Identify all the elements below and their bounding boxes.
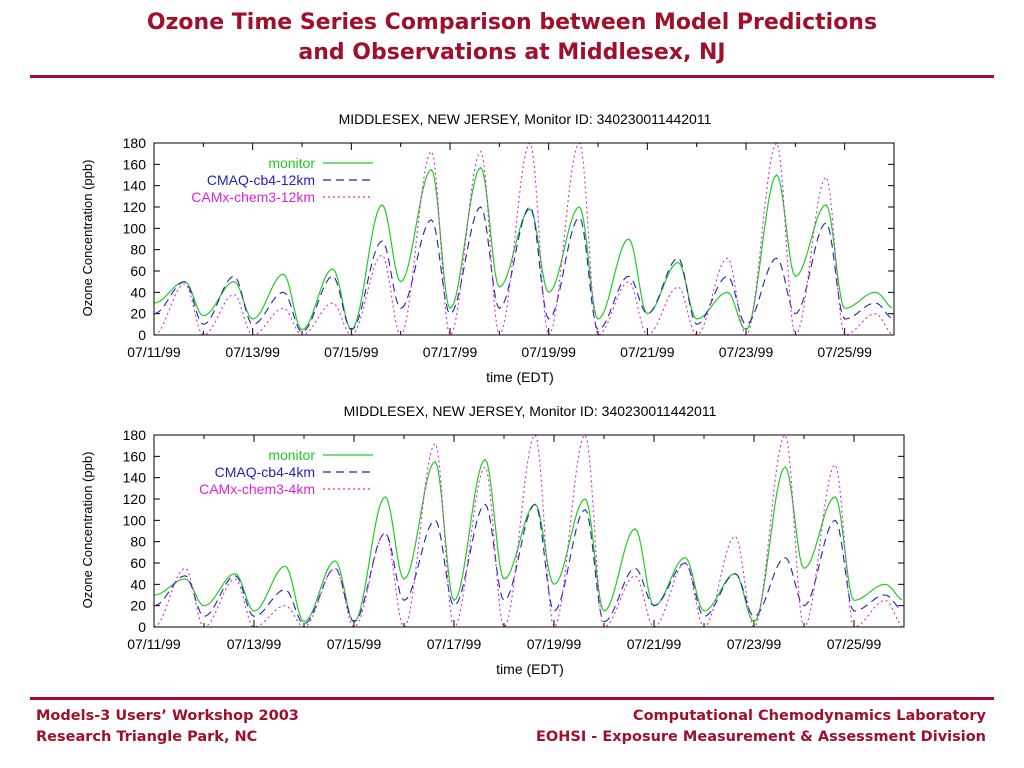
legend-label: CAMx-chem3-4km <box>199 481 315 497</box>
y-tick-label: 120 <box>123 491 147 507</box>
legend-label: CAMx-chem3-12km <box>191 189 315 205</box>
series-line-solid <box>154 458 903 623</box>
x-tick-label: 07/17/99 <box>423 344 478 360</box>
slide-title-line-2: and Observations at Middlesex, NJ <box>298 40 726 65</box>
slide-title-line-1: Ozone Time Series Comparison between Mod… <box>146 10 878 35</box>
chart-title: MIDDLESEX, NEW JERSEY, Monitor ID: 34023… <box>344 403 717 419</box>
y-tick-label: 160 <box>123 156 147 172</box>
series-line-dotted <box>154 143 893 335</box>
plot-frame <box>153 434 905 628</box>
x-tick-label: 07/23/99 <box>719 344 774 360</box>
plot-series <box>154 435 903 627</box>
plot-series <box>154 143 893 335</box>
legend-label: monitor <box>268 155 315 171</box>
y-tick-label: 80 <box>130 534 146 550</box>
x-tick-label: 07/19/99 <box>521 344 576 360</box>
x-tick-label: 07/21/99 <box>627 636 682 652</box>
y-axis-label: Ozone Concentration (ppb) <box>80 160 95 317</box>
y-tick-label: 40 <box>130 284 146 300</box>
y-tick-label: 140 <box>123 470 147 486</box>
y-tick-label: 0 <box>138 327 146 343</box>
x-tick-label: 07/11/99 <box>127 636 181 652</box>
x-axis-label: time (EDT) <box>496 661 564 677</box>
y-tick-label: 20 <box>130 306 146 322</box>
x-tick-label: 07/19/99 <box>527 636 582 652</box>
x-tick-label: 07/15/99 <box>327 636 382 652</box>
ozone-chart-12km: MIDDLESEX, NEW JERSEY, Monitor ID: 34023… <box>80 111 895 385</box>
axis-ticks: 0 20 40 60 80 100 120 140 160 180 07/11/99 07/13/99… <box>123 427 905 652</box>
series-line-dashed <box>154 206 893 333</box>
footer-division: EOHSI - Exposure Measurement & Assessmen… <box>536 729 986 745</box>
footer-workshop: Models-3 Users’ Workshop 2003 <box>36 708 299 724</box>
x-tick-label: 07/25/99 <box>817 344 872 360</box>
ozone-chart-4km: MIDDLESEX, NEW JERSEY, Monitor ID: 34023… <box>80 403 905 677</box>
series-line-dashed <box>154 503 903 625</box>
y-tick-label: 180 <box>123 135 147 151</box>
x-tick-label: 07/17/99 <box>427 636 482 652</box>
x-tick-label: 07/13/99 <box>227 636 282 652</box>
y-tick-label: 60 <box>130 263 146 279</box>
footer-right: Computational Chemodynamics Laboratory E… <box>536 706 986 748</box>
footer-location: Research Triangle Park, NC <box>36 729 258 745</box>
y-tick-label: 180 <box>123 427 147 443</box>
legend-label: CMAQ-cb4-12km <box>207 172 315 188</box>
x-tick-label: 07/13/99 <box>225 344 280 360</box>
top-divider <box>30 75 994 78</box>
legend-label: monitor <box>268 447 315 463</box>
legend-label: CMAQ-cb4-4km <box>215 464 315 480</box>
x-tick-label: 07/25/99 <box>827 636 882 652</box>
chart-title: MIDDLESEX, NEW JERSEY, Monitor ID: 34023… <box>339 111 712 127</box>
y-tick-label: 140 <box>123 178 147 194</box>
y-tick-label: 40 <box>130 576 146 592</box>
y-tick-label: 0 <box>138 619 146 635</box>
y-axis-label: Ozone Concentration (ppb) <box>80 452 95 609</box>
bottom-divider <box>30 697 994 700</box>
footer-lab: Computational Chemodynamics Laboratory <box>632 708 986 724</box>
x-tick-label: 07/15/99 <box>324 344 379 360</box>
x-axis-label: time (EDT) <box>486 369 554 385</box>
y-tick-label: 80 <box>130 242 146 258</box>
x-tick-label: 07/21/99 <box>620 344 675 360</box>
axis-ticks: 0 20 40 60 80 100 120 140 160 180 07/11/99 07/13/99… <box>123 135 895 360</box>
y-tick-label: 60 <box>130 555 146 571</box>
plot-frame <box>153 142 895 336</box>
footer-left: Models-3 Users’ Workshop 2003 Research T… <box>36 706 299 748</box>
y-tick-label: 100 <box>123 512 147 528</box>
y-tick-label: 20 <box>130 598 146 614</box>
x-tick-label: 07/23/99 <box>727 636 782 652</box>
y-tick-label: 100 <box>123 220 147 236</box>
x-tick-label: 07/11/99 <box>127 344 181 360</box>
series-line-solid <box>154 166 893 331</box>
slide-title: Ozone Time Series Comparison between Mod… <box>0 8 1024 68</box>
y-tick-label: 120 <box>123 199 147 215</box>
y-tick-label: 160 <box>123 448 147 464</box>
